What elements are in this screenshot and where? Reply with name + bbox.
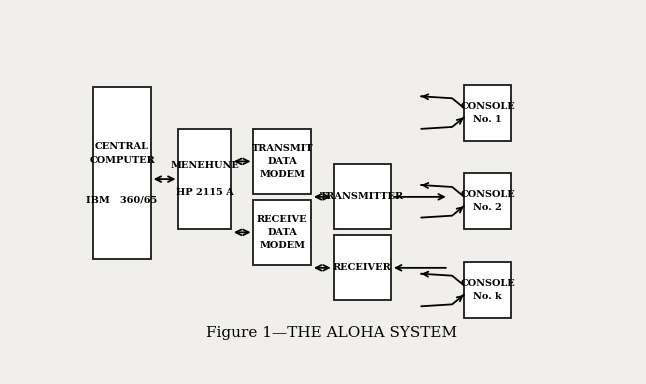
Text: CENTRAL
COMPUTER


IBM   360/65: CENTRAL COMPUTER IBM 360/65 [87,142,158,204]
Bar [93,88,151,259]
Text: CONSOLE
No. k: CONSOLE No. k [460,279,515,301]
Bar [464,262,512,318]
Text: RECEIVER: RECEIVER [333,263,391,272]
Text: TRANSMIT
DATA
MODEM: TRANSMIT DATA MODEM [251,144,313,179]
Text: RECEIVE
DATA
MODEM: RECEIVE DATA MODEM [257,215,307,250]
Bar [464,173,512,229]
Text: MENEHUNE

HP 2115 A: MENEHUNE HP 2115 A [171,161,239,197]
Bar [178,129,231,229]
Bar [333,164,391,229]
Bar [464,84,512,141]
Text: CONSOLE
No. 2: CONSOLE No. 2 [460,190,515,212]
Bar [253,129,311,194]
Bar [253,200,311,265]
Text: Figure 1—THE ALOHA SYSTEM: Figure 1—THE ALOHA SYSTEM [205,326,457,340]
Text: TRANSMITTER: TRANSMITTER [320,192,404,201]
Text: CONSOLE
No. 1: CONSOLE No. 1 [460,101,515,124]
Bar [333,235,391,300]
